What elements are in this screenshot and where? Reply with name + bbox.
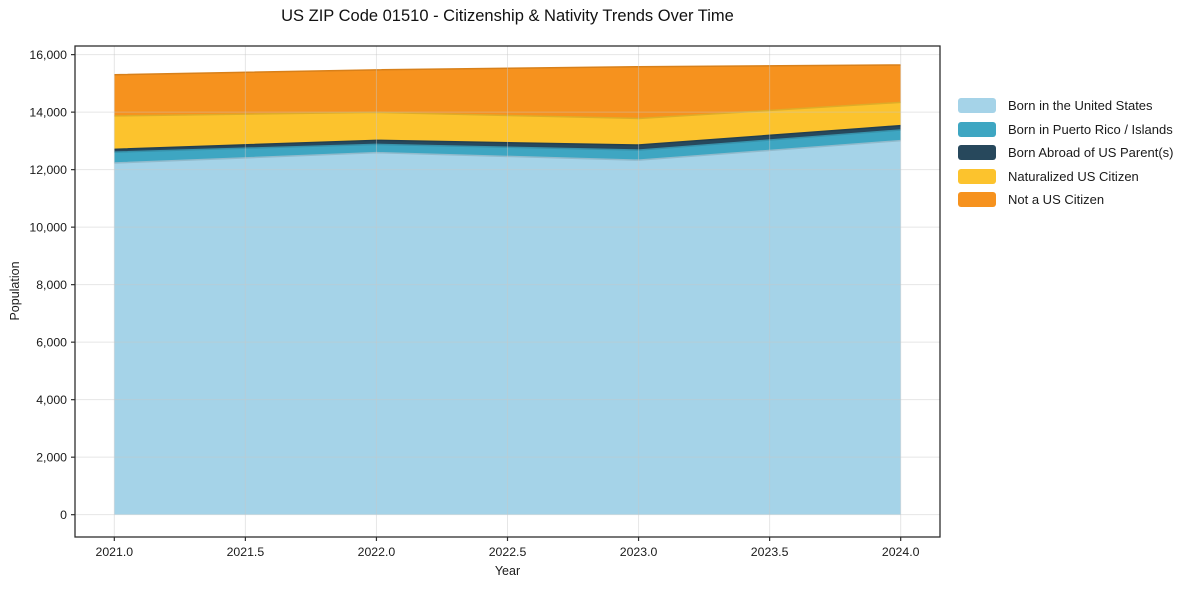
area-series-2 — [114, 125, 901, 153]
y-tick-label: 2,000 — [36, 450, 67, 464]
y-tick-label: 14,000 — [29, 105, 67, 119]
y-tick-label: 8,000 — [36, 278, 67, 292]
y-tick-label: 6,000 — [36, 335, 67, 349]
x-tick-label: 2022.5 — [489, 545, 527, 559]
legend-swatch-born-abroad — [958, 145, 996, 160]
legend: Born in the United States Born in Puerto… — [958, 98, 1173, 207]
legend-item: Born in Puerto Rico / Islands — [958, 121, 1173, 137]
legend-swatch-born-pr — [958, 121, 996, 137]
legend-swatch-naturalized — [958, 168, 996, 184]
legend-swatch-born-us — [958, 98, 996, 113]
legend-label: Born in Puerto Rico / Islands — [1008, 121, 1173, 137]
y-tick-label: 16,000 — [29, 48, 67, 62]
chart-title: US ZIP Code 01510 - Citizenship & Nativi… — [281, 7, 734, 25]
legend-item: Born in the United States — [958, 98, 1173, 113]
y-axis-label: Population — [8, 261, 22, 321]
area-series-3 — [114, 102, 901, 150]
legend-swatch-not-citizen — [958, 192, 996, 207]
area-edge-1 — [114, 129, 901, 153]
x-tick-label: 2021.0 — [96, 545, 134, 559]
legend-label: Naturalized US Citizen — [1008, 168, 1139, 184]
y-tick-label: 10,000 — [29, 220, 67, 234]
area-edge-4 — [114, 64, 901, 76]
legend-item: Not a US Citizen — [958, 192, 1173, 207]
legend-label: Born Abroad of US Parent(s) — [1008, 145, 1174, 160]
legend-label: Born in the United States — [1008, 98, 1153, 113]
area-edge-0 — [114, 139, 901, 164]
area-edge-3 — [114, 101, 901, 120]
area-series-0 — [114, 140, 901, 515]
x-tick-label: 2022.0 — [358, 545, 396, 559]
x-tick-label: 2021.5 — [227, 545, 265, 559]
area-edge-2 — [114, 124, 901, 151]
legend-item: Born Abroad of US Parent(s) — [958, 145, 1173, 160]
x-tick-label: 2023.5 — [751, 545, 789, 559]
area-series-4 — [114, 64, 901, 119]
x-axis-label: Year — [494, 564, 521, 578]
x-tick-label: 2023.0 — [620, 545, 658, 559]
y-tick-label: 12,000 — [29, 163, 67, 177]
legend-item: Naturalized US Citizen — [958, 168, 1173, 184]
x-tick-label: 2024.0 — [882, 545, 920, 559]
legend-label: Not a US Citizen — [1008, 192, 1105, 207]
y-tick-label: 0 — [60, 508, 67, 522]
y-tick-label: 4,000 — [36, 393, 67, 407]
